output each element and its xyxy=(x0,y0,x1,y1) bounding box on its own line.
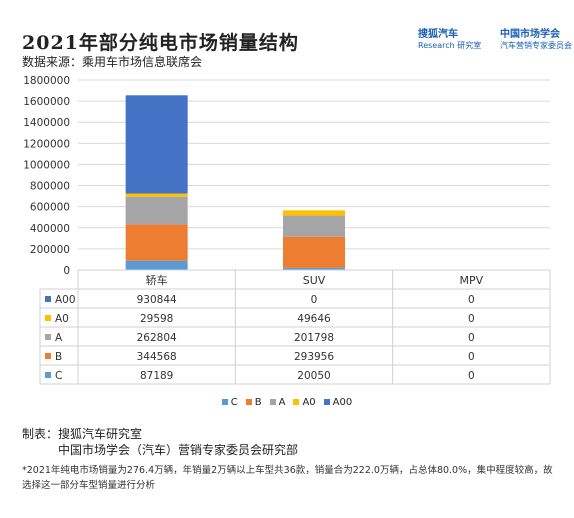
bar-segment-A0-0 xyxy=(125,193,188,197)
y-tick-label: 600000 xyxy=(30,202,70,214)
table-row-label: A00 xyxy=(55,294,76,306)
table-cell: 0 xyxy=(468,332,475,344)
legend-item-A0: A0 xyxy=(293,397,316,408)
footnote: *2021年纯电市场销量为276.4万辆，年销量2万辆以上车型共36款，销量合为… xyxy=(22,465,553,491)
legend-item-A: A xyxy=(269,397,286,408)
table-cell: 0 xyxy=(468,351,475,363)
bar-segment-A00-0 xyxy=(125,95,188,194)
sohu-research-logo: 搜狐汽车 Research 研究室 xyxy=(418,25,496,51)
table-cell: 0 xyxy=(311,294,318,306)
bar-segment-C-1 xyxy=(283,267,345,270)
bar-segment-A-0 xyxy=(125,196,188,225)
stacked-bar-chart: 0 200000 400000 600000 800000 1000000 1200000 1… xyxy=(23,75,551,385)
table-cell: 262804 xyxy=(137,332,177,344)
legend-label: C xyxy=(230,397,238,408)
legend-item-C: C xyxy=(221,397,238,408)
bar-segment-B-0 xyxy=(125,224,188,261)
credits: 制表：搜狐汽车研究室 中国市场学会（汽车）营销专家委员会研究部 xyxy=(22,426,298,458)
y-tick-label: 400000 xyxy=(30,223,70,235)
legend-label: A0 xyxy=(302,397,316,408)
y-tick-label: 800000 xyxy=(30,181,70,193)
cma-logo: 中国市场学会 汽车营销专家委员会 xyxy=(500,25,572,51)
table-cell: 29598 xyxy=(140,313,173,325)
bar-segment-B-1 xyxy=(283,236,345,268)
table-cell: 20050 xyxy=(297,370,330,382)
table-swatch-A00 xyxy=(45,296,51,302)
table-cell: 87189 xyxy=(140,370,173,382)
chart-legend: C B A A0 A00 xyxy=(0,397,574,408)
page-title: 2021年部分纯电市场销量结构 xyxy=(22,32,299,54)
y-tick-label: 1400000 xyxy=(23,117,70,129)
table-cell: 49646 xyxy=(297,313,331,325)
bar-segment-C-0 xyxy=(125,260,188,270)
table-cell: 0 xyxy=(468,313,475,325)
y-tick-label: 0 xyxy=(63,265,70,277)
legend-item-A00: A00 xyxy=(323,397,353,408)
legend-label: B xyxy=(254,397,262,408)
table-row-label: A xyxy=(55,332,63,344)
legend-swatch xyxy=(293,399,300,405)
legend-label: A00 xyxy=(332,397,353,408)
cma-logo-sub: 汽车营销专家委员会 xyxy=(500,41,572,50)
table-cell: 0 xyxy=(468,294,475,306)
y-tick-label: 200000 xyxy=(30,244,70,256)
table-swatch-C xyxy=(45,372,51,378)
legend-item-B: B xyxy=(245,397,262,408)
table-cell: 930844 xyxy=(137,294,177,306)
category-label: MPV xyxy=(460,274,484,287)
table-swatch-A0 xyxy=(45,315,51,321)
category-label: 轿车 xyxy=(146,273,168,287)
credits-line-2: 中国市场学会（汽车）营销专家委员会研究部 xyxy=(58,443,299,457)
bar-segment-A-1 xyxy=(283,215,345,237)
category-label: SUV xyxy=(303,274,326,287)
y-tick-label: 1200000 xyxy=(23,138,70,150)
legend-swatch xyxy=(269,399,276,405)
bar-segment-A0-1 xyxy=(283,210,345,216)
sohu-logo-main: 搜狐汽车 xyxy=(418,29,458,40)
table-cell: 344568 xyxy=(137,351,177,363)
table-cell: 201798 xyxy=(294,332,334,344)
table-cell: 0 xyxy=(468,370,475,382)
legend-label: A xyxy=(278,397,286,408)
legend-swatch xyxy=(323,399,330,405)
table-cell: 293956 xyxy=(294,351,334,363)
y-tick-label: 1800000 xyxy=(23,75,70,87)
table-row-label: A0 xyxy=(55,313,69,325)
data-source: 数据来源：乘用车市场信息联席会 xyxy=(22,55,203,69)
table-swatch-B xyxy=(45,353,51,359)
table-row-label: C xyxy=(55,370,62,382)
credits-line-1: 制表：搜狐汽车研究室 xyxy=(22,427,143,441)
cma-logo-main: 中国市场学会 xyxy=(500,29,560,40)
y-tick-label: 1600000 xyxy=(23,96,70,108)
table-row-label: B xyxy=(55,351,62,363)
table-swatch-A xyxy=(45,334,51,340)
y-tick-label: 1000000 xyxy=(23,159,70,171)
sohu-logo-sub: Research 研究室 xyxy=(418,41,482,50)
legend-swatch xyxy=(245,399,252,405)
legend-swatch xyxy=(221,399,228,405)
